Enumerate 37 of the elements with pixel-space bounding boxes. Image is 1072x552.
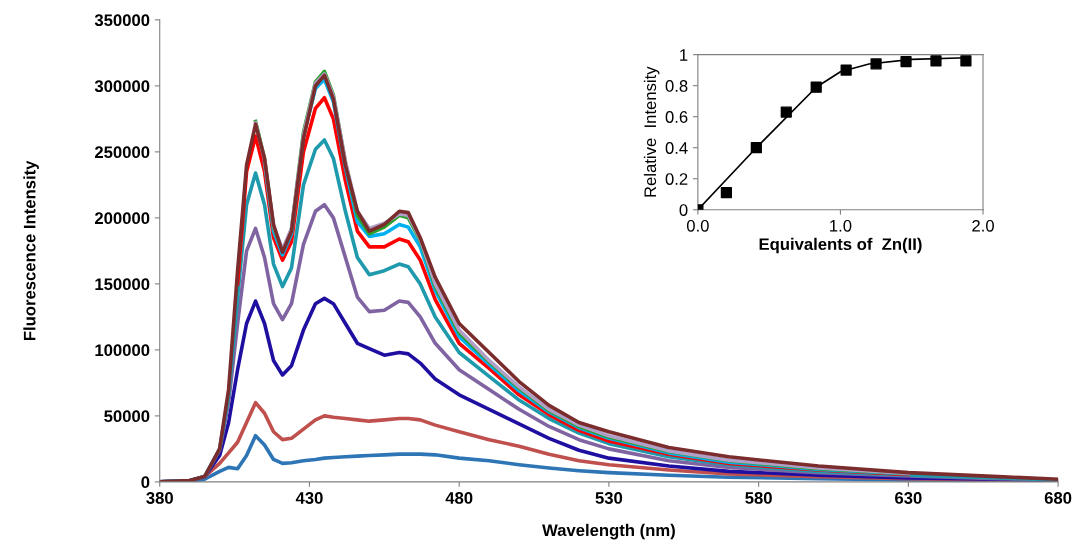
x-tick-label: 1.0 <box>830 219 852 232</box>
y-tick-label: 1 <box>680 49 688 61</box>
y-axis-title: Fluorescence Intensity <box>23 160 39 341</box>
point <box>930 55 942 67</box>
x-tick-label: 380 <box>146 492 173 504</box>
x-tick-label: 630 <box>895 492 922 504</box>
y-tick-label: 0.8 <box>665 80 688 92</box>
x-tick-label: 430 <box>295 492 323 504</box>
y-tick-label: 0.6 <box>665 111 688 123</box>
x-axis-title: Wavelength (nm) <box>542 523 675 540</box>
y-tick-label: 250000 <box>94 146 150 159</box>
point <box>780 106 792 118</box>
x-tick-label: 0.0 <box>686 219 709 232</box>
x-tick-label: 680 <box>1044 492 1072 504</box>
y-tick-label: 150000 <box>95 278 150 291</box>
y-axis-title: Relative Intensity <box>643 66 660 197</box>
point <box>840 64 852 76</box>
x-tick-label: 480 <box>445 492 473 504</box>
x-tick-label: 580 <box>745 492 772 504</box>
y-tick-label: 200000 <box>94 212 150 225</box>
point <box>870 58 882 70</box>
y-tick-label: 350000 <box>94 14 150 27</box>
x-axis-title: Equivalents of Zn(II) <box>759 237 922 254</box>
point <box>810 81 822 93</box>
y-tick-label: 0.4 <box>665 142 688 154</box>
point <box>960 55 972 67</box>
y-tick-label: 300000 <box>94 80 150 93</box>
point <box>750 142 762 154</box>
y-tick-label: 100000 <box>95 344 150 357</box>
x-tick-label: 530 <box>595 492 623 504</box>
y-tick-label: 0.2 <box>665 173 688 185</box>
x-tick-label: 2.0 <box>972 219 994 232</box>
y-tick-label: 0 <box>141 476 150 489</box>
y-tick-label: 0 <box>679 204 688 216</box>
point <box>900 56 912 68</box>
y-tick-label: 50000 <box>104 410 150 423</box>
point <box>720 187 732 199</box>
